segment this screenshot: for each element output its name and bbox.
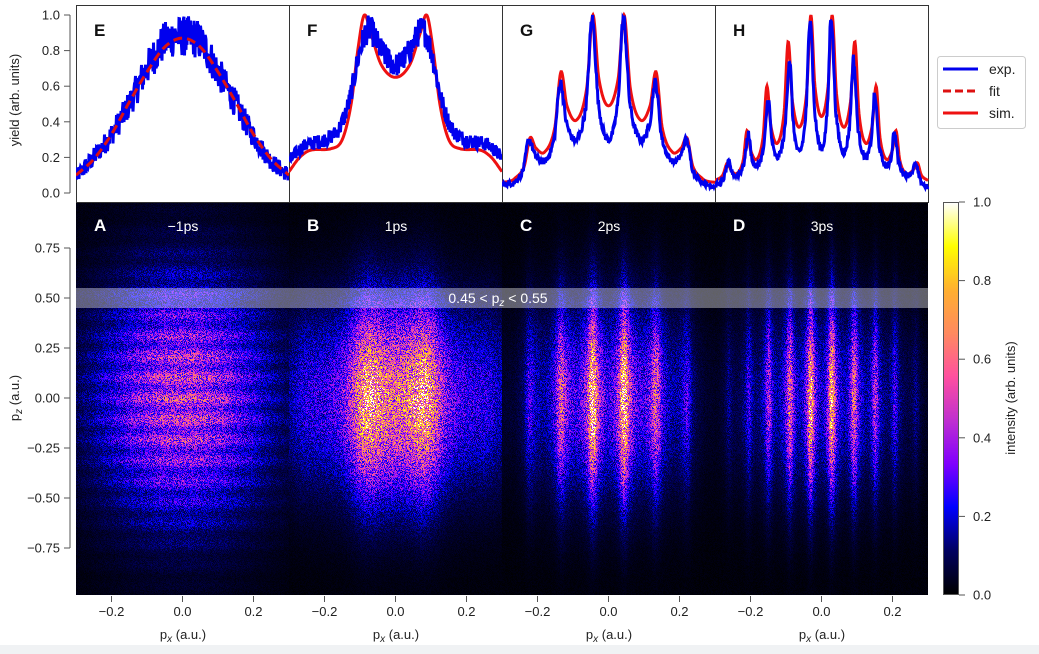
label-part: (a.u.) xyxy=(172,627,206,642)
heatmap-letter-c: C xyxy=(520,216,532,235)
pz-band-label: 0.45 < pz < 0.55 xyxy=(448,290,547,309)
x-tick-label: 0.0 xyxy=(386,604,404,619)
x-tick-label: −0.2 xyxy=(738,604,764,619)
sim-series-line xyxy=(502,11,715,184)
delay-label-c: 2ps xyxy=(598,218,621,234)
x-tick-label: 0.2 xyxy=(457,604,475,619)
x-tick-label: −0.2 xyxy=(525,604,551,619)
heatmap-panel-b xyxy=(289,202,502,595)
panel-frame xyxy=(289,5,503,203)
top-y-tick-label: 0.8 xyxy=(42,43,60,58)
exp-series-line xyxy=(76,16,290,181)
exp-series-line xyxy=(502,12,716,192)
label-part: p xyxy=(799,627,806,642)
panel-frame xyxy=(502,5,716,203)
label-part: (a.u.) xyxy=(598,627,632,642)
exp-series-line xyxy=(289,15,503,164)
heatmap-letter-b: B xyxy=(307,216,319,235)
panel-letter-g: G xyxy=(520,21,533,40)
bottom-y-tick-label: 0.00 xyxy=(35,391,60,406)
heatmap-letter-a: A xyxy=(94,216,106,235)
legend-label-sim: sim. xyxy=(989,105,1015,121)
label-part: x xyxy=(805,634,812,645)
delay-label-b: 1ps xyxy=(385,218,408,234)
label-part: p xyxy=(160,627,167,642)
label-part: p xyxy=(7,414,22,421)
top-y-tick-label: 0.2 xyxy=(42,150,60,165)
legend: exp. fit sim. xyxy=(937,56,1026,129)
line-panel-g: G xyxy=(502,5,716,203)
x-tick-label: 0.2 xyxy=(883,604,901,619)
label-part: x xyxy=(166,634,173,645)
heatmap-panel-a xyxy=(76,202,289,595)
pz-selection-band xyxy=(76,288,928,308)
panel-frame xyxy=(715,5,929,203)
top-y-tick-label: 0.0 xyxy=(42,186,60,201)
legend-label-exp: exp. xyxy=(989,61,1015,77)
label-part: p xyxy=(373,627,380,642)
label-part: (a.u.) xyxy=(385,627,419,642)
bottom-y-axis-label: pz (a.u.) xyxy=(7,375,25,421)
top-y-axis-label: yield (arb. units) xyxy=(7,54,22,146)
footer-bar xyxy=(0,645,1039,654)
panel-letter-h: H xyxy=(733,21,745,40)
x-axis-label: px (a.u.) xyxy=(160,627,206,645)
colorbar-tick-label: 1.0 xyxy=(973,195,991,210)
x-tick-label: 0.2 xyxy=(244,604,262,619)
bottom-y-tick-label: 0.75 xyxy=(35,241,60,256)
panel-letter-e: E xyxy=(94,21,105,40)
colorbar-tick-label: 0.8 xyxy=(973,273,991,288)
label-part: p xyxy=(586,627,593,642)
x-tick-label: 0.0 xyxy=(599,604,617,619)
fit-series-line xyxy=(76,36,290,177)
sim-series-line xyxy=(289,13,503,173)
colorbar-tick-label: 0.0 xyxy=(973,588,991,603)
label-part: z xyxy=(14,409,25,415)
x-axis-label: px (a.u.) xyxy=(373,627,419,645)
colorbar xyxy=(943,202,959,595)
legend-label-fit: fit xyxy=(989,83,1000,99)
x-tick-label: −0.2 xyxy=(312,604,338,619)
label-part: 0.45 < p xyxy=(448,290,499,306)
label-part: z xyxy=(498,298,504,309)
top-y-tick-label: 0.4 xyxy=(42,114,60,129)
line-panel-h: H xyxy=(715,5,929,203)
legend-box xyxy=(937,56,1026,129)
colorbar-label: intensity (arb. units) xyxy=(1003,341,1018,454)
top-y-tick-label: 0.6 xyxy=(42,79,60,94)
heatmap-letter-d: D xyxy=(733,216,745,235)
label-part: < 0.55 xyxy=(504,290,547,306)
delay-label-a: −1ps xyxy=(168,218,199,234)
heatmap-panel-d xyxy=(715,202,928,595)
x-tick-label: 0.2 xyxy=(670,604,688,619)
x-tick-label: −0.2 xyxy=(99,604,125,619)
bottom-y-tick-label: −0.50 xyxy=(27,491,60,506)
top-y-tick-label: 1.0 xyxy=(42,8,60,23)
colorbar-tick-label: 0.2 xyxy=(973,509,991,524)
label-part: x xyxy=(592,634,599,645)
bottom-y-tick-label: −0.25 xyxy=(27,441,60,456)
x-tick-label: 0.0 xyxy=(812,604,830,619)
x-axis-label: px (a.u.) xyxy=(799,627,845,645)
bottom-y-tick-label: −0.75 xyxy=(27,541,60,556)
heatmap-panel-c xyxy=(502,202,715,595)
label-part: (a.u.) xyxy=(811,627,845,642)
x-axis-label: px (a.u.) xyxy=(586,627,632,645)
line-panel-f: F xyxy=(289,5,503,203)
bottom-y-tick-label: 0.25 xyxy=(35,341,60,356)
label-part: x xyxy=(379,634,386,645)
panel-letter-f: F xyxy=(307,21,317,40)
label-part: (a.u.) xyxy=(7,375,22,409)
exp-series-line xyxy=(715,18,929,193)
colorbar-tick-label: 0.4 xyxy=(973,430,991,445)
line-panel-e: E xyxy=(76,5,290,203)
colorbar-tick-label: 0.6 xyxy=(973,352,991,367)
bottom-y-tick-label: 0.50 xyxy=(35,291,60,306)
x-tick-label: 0.0 xyxy=(173,604,191,619)
delay-label-d: 3ps xyxy=(811,218,834,234)
colorbar-frame xyxy=(943,202,959,595)
